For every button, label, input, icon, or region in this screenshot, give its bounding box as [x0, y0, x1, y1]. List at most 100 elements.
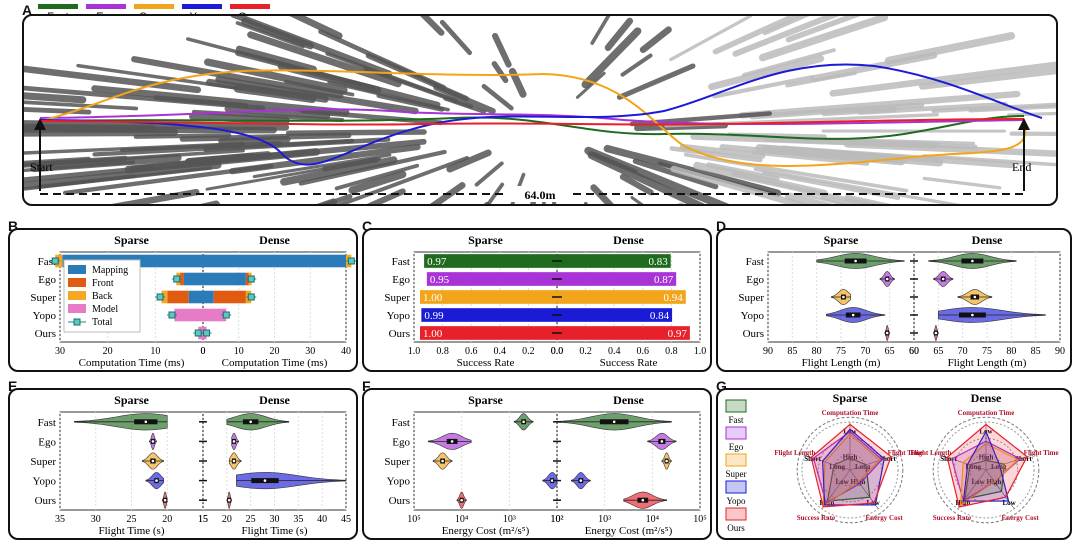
- violin-median: [144, 420, 148, 424]
- category-label: Super: [30, 456, 56, 468]
- obstacle-pillar: [131, 56, 344, 99]
- obstacle-pillar: [235, 50, 441, 108]
- x-tick-label: 0.2: [579, 346, 592, 357]
- obstacle-pillar: [336, 156, 469, 208]
- x-tick-label: 10: [150, 346, 160, 357]
- obstacle-pillar: [0, 161, 222, 192]
- chart-f: Sparse Dense Fast Ego Super Yopo Ours 10⁵ 10⁴ 10³…: [384, 393, 706, 537]
- radar-inner-annotation: Low: [971, 478, 985, 486]
- bar-sparse: [426, 272, 557, 286]
- radar-legend-swatch: [725, 480, 747, 494]
- radar-spoke: [849, 469, 879, 510]
- obstacle-pillar: [280, 156, 398, 186]
- bar-segment-mapping: [203, 254, 346, 268]
- radar-outer-annotation: Low: [1003, 499, 1017, 507]
- obstacle-pillar: [1009, 131, 1080, 137]
- x-tick-label: 30: [55, 346, 65, 357]
- trajectory-fast: [39, 115, 1025, 140]
- obstacle-pillar: [13, 119, 290, 131]
- obstacle-pillar: [0, 90, 87, 104]
- obstacle-pillar: [630, 196, 679, 232]
- bar-value-label: 0.99: [424, 310, 444, 322]
- x-tick-label: 0.8: [436, 346, 449, 357]
- radar-series-fast: [826, 457, 871, 502]
- obstacle-pillar: [224, 105, 331, 120]
- legend-label: Model: [92, 304, 118, 315]
- obstacle-pillar: [581, 27, 642, 89]
- obstacle-pillar: [91, 85, 350, 116]
- violin-median: [885, 331, 889, 335]
- obstacle-pillar: [679, 143, 766, 159]
- x-tick-label: 35: [293, 514, 303, 525]
- obstacle-pillar: [712, 75, 814, 99]
- violin-median: [941, 277, 945, 281]
- legend-label: Mapping: [92, 265, 128, 276]
- x-tick-label: 0.6: [465, 346, 478, 357]
- category-label: Ours: [389, 495, 410, 507]
- bar-dense: [557, 326, 690, 340]
- obstacle-pillar: [15, 85, 266, 111]
- obstacle-pillar: [738, 90, 1021, 119]
- obstacle-pillar: [753, 167, 963, 208]
- chart-e: Sparse Dense Fast Ego Super Yopo Ours 35 30 25 20 1…: [30, 393, 351, 537]
- radar-series-ours: [810, 423, 892, 508]
- x-tick-label: 0.0: [551, 346, 564, 357]
- total-marker-dense: [347, 257, 355, 265]
- violin-median: [934, 331, 938, 335]
- total-marker-dense: [247, 293, 255, 301]
- panel-label-a: A: [22, 2, 33, 18]
- radar-axis-label: Flight Time: [1024, 449, 1059, 457]
- obstacle-pillar: [404, 0, 445, 36]
- violin-median: [660, 440, 664, 443]
- distance-label: 64.0m: [525, 188, 556, 202]
- x-tick-label: 45: [341, 514, 351, 525]
- obstacle-pillar: [639, 26, 672, 54]
- radar-inner-annotation: Long: [829, 463, 845, 471]
- radar-axis-label: Flight Length: [910, 449, 951, 457]
- obstacle-pillar: [712, 7, 810, 55]
- x-tick-label: 80: [1006, 346, 1016, 357]
- radar-inner-annotation: Long: [855, 463, 871, 471]
- bar-sparse: [420, 290, 557, 304]
- radar-legend-label: Yopo: [726, 496, 746, 506]
- x-tick-label: 20: [222, 514, 232, 525]
- obstacle-pillar: [129, 138, 427, 172]
- radar-legend-swatch: [725, 399, 747, 413]
- obstacle-pillar: [919, 65, 1080, 90]
- end-label: End: [1012, 160, 1031, 174]
- category-label: Ego: [746, 274, 764, 286]
- radar-series-super: [822, 433, 881, 509]
- obstacle-pillar: [76, 63, 243, 91]
- obstacle-pillar: [858, 101, 1008, 115]
- violin-median: [522, 420, 525, 424]
- panel-b-computation-time: Sparse Dense Fast Ego Super Yopo Ours 30 20 10 0 0 1…: [8, 228, 358, 372]
- radar-axis-label: Energy Cost: [866, 514, 904, 522]
- legend-swatch-fast: [38, 4, 78, 9]
- obstacle-pillar: [179, 132, 352, 142]
- violin-median: [450, 440, 454, 443]
- radar-spoke: [985, 469, 1015, 510]
- obstacle-pillar: [843, 141, 1080, 158]
- obstacle-pillar: [474, 161, 504, 187]
- group-title-dense: Dense: [613, 393, 644, 407]
- violin-median: [842, 295, 845, 299]
- x-tick-label: 20: [103, 346, 113, 357]
- x-tick-label: 1.0: [408, 346, 421, 357]
- group-title-dense: Dense: [972, 233, 1003, 247]
- panel-a-scene: Start End 64.0m: [0, 0, 1080, 293]
- radar-ring: [833, 453, 867, 487]
- obstacle-pillar: [215, 76, 419, 115]
- panel-label-f: F: [362, 378, 371, 394]
- radar-inner-annotation: Long: [991, 463, 1007, 471]
- radar-axis-label: Computation Time: [822, 409, 879, 417]
- obstacle-pillar: [763, 136, 978, 150]
- x-tick-label: 30: [91, 514, 101, 525]
- radar-series-super: [959, 442, 1019, 507]
- violin-median: [973, 295, 977, 299]
- x-tick-label: 0.0: [551, 346, 564, 357]
- x-tick-label: 25: [246, 514, 256, 525]
- violin-median: [579, 479, 583, 482]
- x-tick-label: 0.4: [494, 346, 507, 357]
- obstacle-pillar: [604, 17, 634, 51]
- radar-legend-label: Super: [726, 469, 747, 479]
